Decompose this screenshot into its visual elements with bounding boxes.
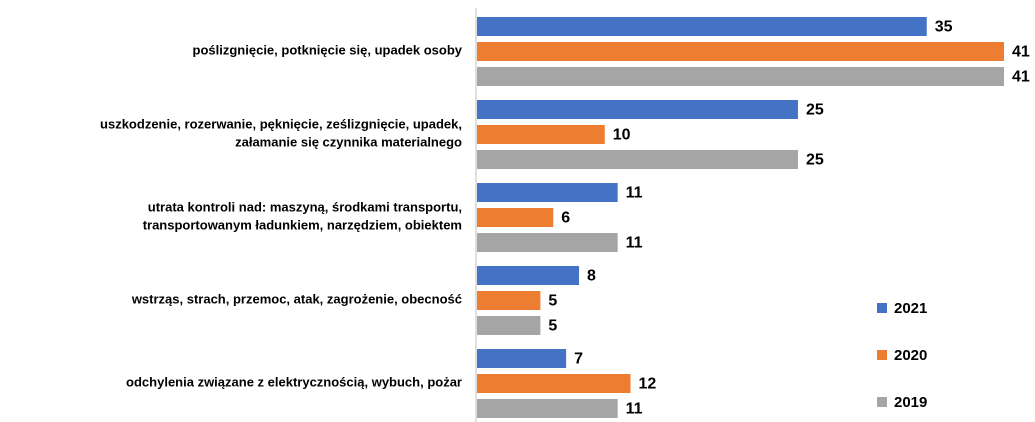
bar: [477, 316, 541, 335]
value-label: 11: [626, 401, 643, 418]
legend-label: 2021: [894, 300, 927, 317]
category-label: wstrząs, strach, przemoc, atak, zagrożen…: [131, 292, 462, 307]
legend-label: 2020: [894, 347, 927, 364]
value-label: 25: [806, 152, 824, 169]
value-label: 5: [548, 293, 557, 310]
value-label: 25: [806, 102, 824, 119]
value-label: 6: [561, 210, 570, 227]
value-label: 11: [626, 235, 643, 252]
bar: [477, 150, 798, 169]
bar: [477, 291, 541, 310]
value-label: 8: [587, 268, 596, 285]
bar: [477, 208, 554, 227]
value-label: 11: [626, 185, 643, 202]
legend-swatch: [877, 397, 887, 407]
value-label: 41: [1012, 69, 1030, 86]
legend-swatch: [877, 350, 887, 360]
bar: [477, 374, 631, 393]
value-label: 10: [613, 127, 631, 144]
category-label: poślizgnięcie, potknięcie się, upadek os…: [193, 43, 463, 58]
bar: [477, 183, 618, 202]
value-label: 41: [1012, 44, 1030, 61]
bar: [477, 17, 927, 36]
category-label: utrata kontroli nad: maszyną, środkami t…: [143, 200, 462, 233]
bar: [477, 349, 567, 368]
bar: [477, 42, 1004, 61]
value-label: 35: [935, 19, 953, 36]
bar: [477, 125, 605, 144]
legend-label: 2019: [894, 394, 927, 411]
legend-swatch: [877, 303, 887, 313]
bar: [477, 67, 1004, 86]
value-label: 12: [639, 376, 657, 393]
category-label: uszkodzenie, rozerwanie, pęknięcie, ześl…: [100, 117, 462, 150]
bar: [477, 100, 798, 119]
bar: [477, 233, 618, 252]
value-label: 5: [548, 318, 557, 335]
bar: [477, 266, 580, 285]
bar: [477, 399, 618, 418]
value-label: 7: [574, 351, 583, 368]
category-label: odchylenia związane z elektrycznością, w…: [126, 375, 462, 390]
